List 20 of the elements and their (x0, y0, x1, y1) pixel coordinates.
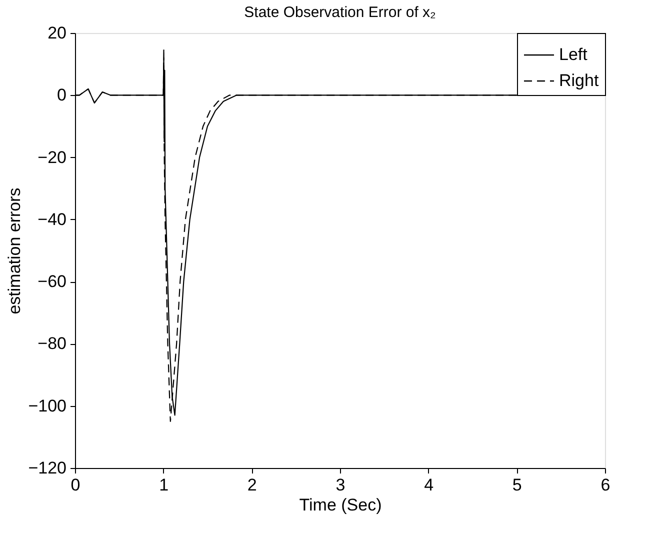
x-tick-label: 2 (247, 476, 257, 494)
x-tick-label: 6 (600, 476, 610, 494)
legend-label: Left (559, 45, 588, 64)
y-tick-label: 20 (48, 24, 66, 42)
x-tick-label: 3 (336, 476, 346, 494)
chart-title: State Observation Error of x₂ (244, 4, 436, 21)
x-axis-title: Time (Sec) (299, 496, 382, 514)
y-tick-label: −120 (28, 458, 66, 478)
y-axis-title: estimation errors (5, 188, 24, 314)
y-tick-label: −100 (28, 396, 66, 416)
y-tick-label: −60 (38, 272, 66, 292)
x-tick-label: 4 (424, 476, 434, 494)
y-tick-label: −20 (38, 148, 66, 167)
legend-label: Right (559, 71, 599, 90)
y-tick-label: −40 (38, 210, 66, 229)
x-tick-label: 0 (70, 476, 80, 494)
x-tick-label: 5 (512, 476, 522, 494)
y-tick-label: −80 (38, 334, 66, 354)
x-tick-label: 1 (159, 476, 169, 494)
y-tick-label: 0 (57, 86, 66, 105)
